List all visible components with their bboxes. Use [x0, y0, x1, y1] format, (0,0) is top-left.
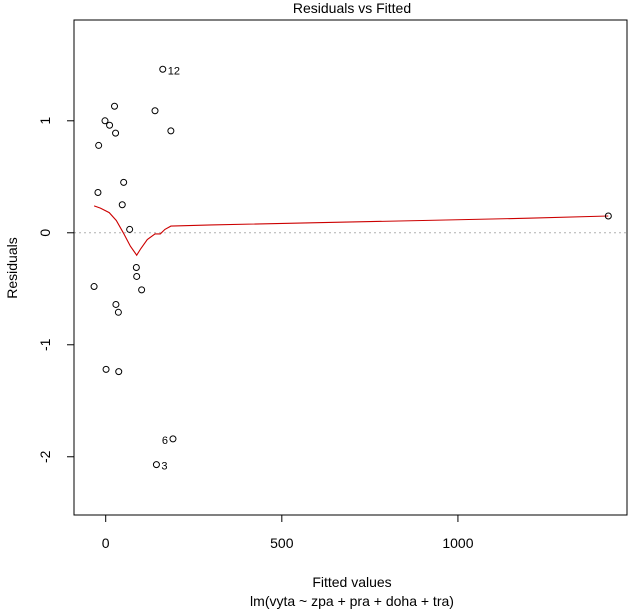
data-point [132, 264, 140, 271]
data-point [114, 308, 122, 316]
y-tick-label: -1 [37, 338, 53, 351]
data-point [106, 121, 114, 129]
y-tick-label: 1 [37, 117, 53, 125]
data-point [90, 283, 98, 291]
data-point [102, 365, 110, 373]
x-axis-label: Fitted values [312, 574, 391, 590]
data-point [138, 286, 146, 294]
y-tick-label: -2 [37, 450, 53, 463]
x-tick-label: 0 [102, 535, 110, 551]
smooth-line [93, 205, 609, 257]
data-point [169, 435, 177, 443]
data-point [112, 300, 120, 308]
point-label: 6 [162, 435, 168, 447]
x-axis: 0 500 1000 [102, 514, 474, 551]
point-label: 3 [161, 461, 167, 473]
data-point [95, 141, 103, 149]
point-labels: 12 6 3 [161, 65, 180, 472]
x-tick-label: 500 [270, 535, 294, 551]
data-point [111, 102, 119, 110]
residual-points [90, 65, 612, 469]
chart-subtitle: lm(vyta ~ zpa + pra + doha + tra) [250, 593, 454, 609]
point-label: 12 [168, 65, 180, 77]
data-point [112, 129, 120, 137]
x-tick-label: 1000 [442, 535, 473, 551]
data-point [94, 188, 102, 196]
y-tick-label: 0 [37, 229, 53, 237]
y-axis: -2 -1 0 1 [37, 117, 75, 463]
data-point [118, 201, 126, 209]
data-point [133, 272, 141, 280]
data-point [115, 368, 123, 376]
data-point [126, 225, 134, 233]
data-point [151, 107, 159, 115]
plot-frame [73, 19, 628, 516]
data-point [167, 127, 175, 135]
data-point [604, 212, 612, 220]
y-axis-label: Residuals [4, 237, 20, 298]
data-point [159, 65, 167, 73]
chart-title: Residuals vs Fitted [293, 0, 411, 16]
data-point [120, 178, 128, 186]
data-point [101, 117, 109, 125]
data-point [152, 461, 160, 469]
